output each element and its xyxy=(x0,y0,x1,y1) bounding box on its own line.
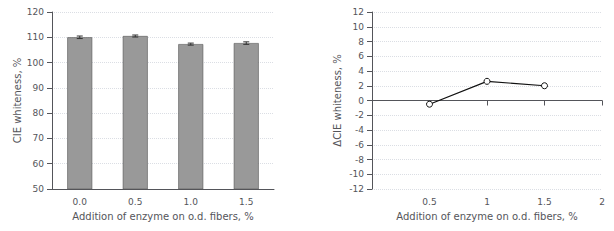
svg-text:-10: -10 xyxy=(349,169,364,179)
svg-text:-6: -6 xyxy=(355,140,364,150)
svg-text:-8: -8 xyxy=(355,155,364,165)
svg-text:Addition of enzyme on o.d. fib: Addition of enzyme on o.d. fibers, % xyxy=(396,211,577,222)
svg-text:-12: -12 xyxy=(349,184,364,194)
svg-text:0.5: 0.5 xyxy=(422,197,436,207)
svg-text:-2: -2 xyxy=(355,110,364,120)
svg-text:110: 110 xyxy=(27,32,44,42)
svg-text:4: 4 xyxy=(358,66,364,76)
svg-text:2: 2 xyxy=(599,197,605,207)
svg-text:0.0: 0.0 xyxy=(73,197,88,207)
svg-text:8: 8 xyxy=(358,37,364,47)
svg-text:120: 120 xyxy=(27,7,44,17)
svg-text:100: 100 xyxy=(27,58,44,68)
svg-text:6: 6 xyxy=(358,51,364,61)
svg-text:10: 10 xyxy=(353,22,365,32)
svg-text:0: 0 xyxy=(358,96,364,106)
svg-text:ΔCIE whiteness, %: ΔCIE whiteness, % xyxy=(332,54,343,146)
svg-text:70: 70 xyxy=(33,133,45,143)
svg-text:80: 80 xyxy=(33,108,45,118)
svg-text:2: 2 xyxy=(358,81,364,91)
svg-text:60: 60 xyxy=(33,159,45,169)
svg-text:-4: -4 xyxy=(355,125,364,135)
svg-text:1: 1 xyxy=(484,197,490,207)
svg-text:50: 50 xyxy=(33,184,45,194)
svg-text:1.0: 1.0 xyxy=(184,197,199,207)
svg-text:0.5: 0.5 xyxy=(128,197,142,207)
svg-text:90: 90 xyxy=(33,83,45,93)
svg-text:12: 12 xyxy=(353,7,364,17)
svg-text:1.5: 1.5 xyxy=(239,197,253,207)
svg-text:CIE whiteness, %: CIE whiteness, % xyxy=(12,58,23,144)
svg-text:Addition of enzyme on o.d. fib: Addition of enzyme on o.d. fibers, % xyxy=(72,211,253,222)
svg-text:1.5: 1.5 xyxy=(537,197,551,207)
